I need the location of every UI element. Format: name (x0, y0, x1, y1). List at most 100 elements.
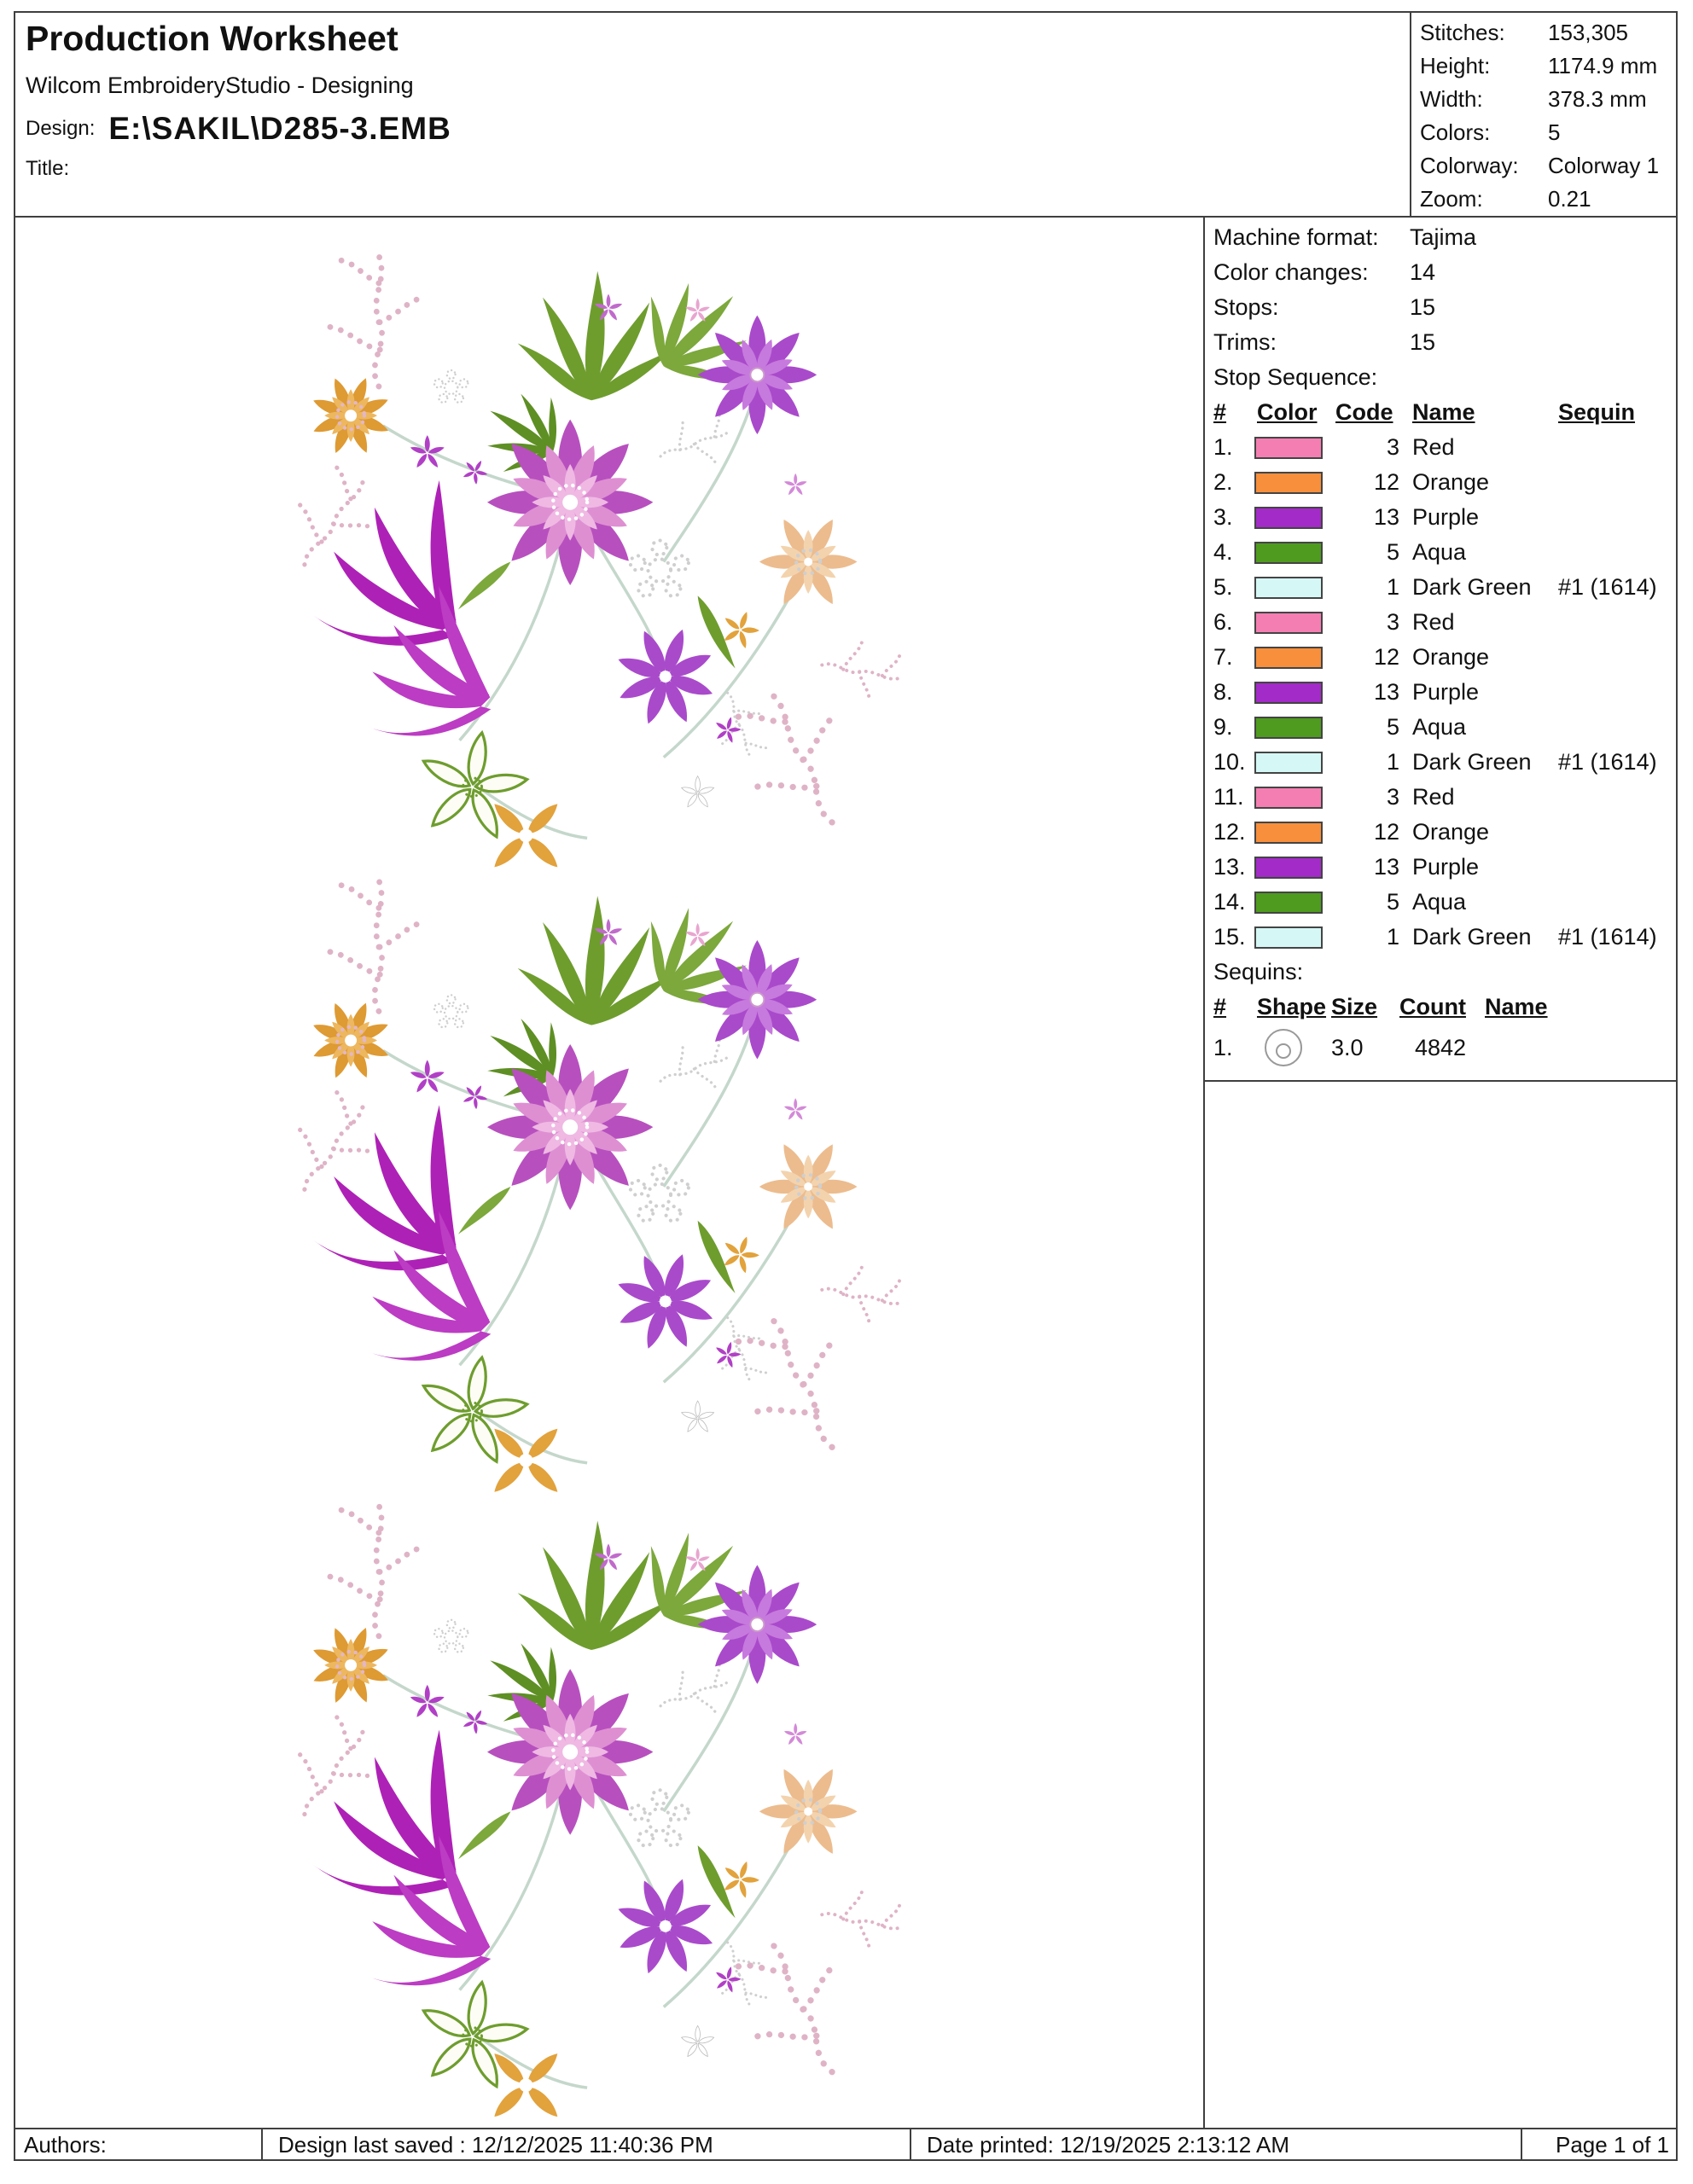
floral-motif-2 (272, 878, 904, 1524)
sequin-ref: #1 (1614) (1558, 924, 1657, 950)
machine-row: Stops: 15 (1213, 290, 1678, 325)
sequin-ref: #1 (1614) (1558, 749, 1657, 775)
thread-code: 5 (1386, 714, 1399, 740)
stop-number: 4. (1213, 539, 1233, 565)
color-swatch (1254, 717, 1323, 739)
color-swatch (1254, 612, 1323, 634)
stop-number: 15. (1213, 924, 1246, 950)
stop-number: 7. (1213, 644, 1233, 670)
stop-sequence-row: 8. 13 Purple (1213, 675, 1678, 710)
machine-label: Color changes: (1213, 259, 1369, 285)
stop-sequence-header: # Color Code Name Sequin (1213, 395, 1678, 430)
thread-name: Orange (1412, 469, 1490, 495)
thread-name: Dark Green (1412, 574, 1532, 600)
thread-name: Orange (1412, 819, 1490, 845)
color-swatch (1254, 926, 1323, 949)
machine-value: 14 (1410, 259, 1436, 285)
thread-code: 3 (1386, 784, 1399, 810)
thread-code: 3 (1386, 609, 1399, 635)
design-summary-box: Stitches: 153,305 Height: 1174.9 mm Width: 37… (1410, 11, 1678, 216)
page-border (14, 11, 1678, 2161)
date-printed-text: Date printed: 12/19/2025 2:13:12 AM (927, 2132, 1289, 2158)
header-divider (14, 216, 1678, 218)
thread-name: Red (1412, 784, 1455, 810)
thread-name: Purple (1412, 504, 1480, 530)
sequins-header: # Shape Size Count Name (1213, 990, 1678, 1025)
summary-value: 5 (1548, 119, 1561, 145)
color-swatch (1254, 752, 1323, 774)
design-path: E:\SAKIL\D285-3.EMB (108, 111, 451, 146)
stop-number: 1. (1213, 434, 1233, 460)
sequin-row: 1. 3.0 4842 (1213, 1025, 1678, 1071)
summary-value: 153,305 (1548, 20, 1628, 45)
stop-sequence-row: 7. 12 Orange (1213, 640, 1678, 675)
summary-value: Colorway 1 (1548, 153, 1660, 178)
stop-number: 13. (1213, 854, 1246, 880)
panel-divider (1203, 216, 1205, 2129)
thread-name: Red (1412, 434, 1455, 460)
color-swatch (1254, 647, 1323, 669)
thread-code: 1 (1386, 574, 1399, 600)
thread-name: Aqua (1412, 889, 1467, 915)
col-sequin: Sequin (1558, 399, 1636, 425)
color-swatch (1254, 892, 1323, 914)
stop-sequence-row: 2. 12 Orange (1213, 465, 1678, 500)
machine-info: Machine format: Tajima Color changes: 14 Sto… (1213, 220, 1678, 360)
authors-label: Authors: (24, 2132, 107, 2158)
stop-sequence-row: 3. 13 Purple (1213, 500, 1678, 535)
col-count: Count (1399, 994, 1466, 1019)
stop-number: 3. (1213, 504, 1233, 530)
stop-sequence-row: 14. 5 Aqua (1213, 885, 1678, 920)
footer: Authors: Design last saved : 12/12/2025 … (14, 2128, 1678, 2161)
stop-number: 10. (1213, 749, 1246, 775)
col-name: Name (1412, 399, 1475, 425)
floral-motif-3 (272, 1502, 904, 2126)
machine-label: Stops: (1213, 294, 1279, 320)
sequin-shape-icon (1265, 1029, 1302, 1066)
stop-sequence-row: 9. 5 Aqua (1213, 710, 1678, 745)
last-saved-text: Design last saved : 12/12/2025 11:40:36 … (278, 2132, 713, 2158)
floral-motif-1 (272, 253, 904, 898)
stop-sequence-table: 1. 3 Red 2. 12 Orange 3. 13 Purple 4. 5 Aqua 5. 1 Dark… (1213, 430, 1678, 955)
stop-number: 14. (1213, 889, 1246, 915)
page-number: Page 1 of 1 (1556, 2132, 1669, 2158)
summary-label: Colors: (1420, 119, 1491, 145)
thread-name: Orange (1412, 644, 1490, 670)
thread-code: 13 (1373, 854, 1399, 880)
sequin-size: 3.0 (1331, 1035, 1364, 1060)
stop-sequence-row: 5. 1 Dark Green #1 (1614) (1213, 570, 1678, 605)
stop-sequence-row: 15. 1 Dark Green #1 (1614) (1213, 920, 1678, 955)
stop-sequence-row: 13. 13 Purple (1213, 850, 1678, 885)
col-number: # (1213, 994, 1227, 1019)
details-panel: Machine format: Tajima Color changes: 14 Sto… (1213, 220, 1678, 1071)
thread-code: 1 (1386, 924, 1399, 950)
summary-label: Colorway: (1420, 153, 1519, 178)
machine-row: Trims: 15 (1213, 325, 1678, 360)
summary-value: 1174.9 mm (1548, 53, 1658, 78)
summary-label: Zoom: (1420, 186, 1483, 212)
machine-value: Tajima (1410, 224, 1477, 250)
footer-divider (910, 2129, 911, 2161)
stop-number: 9. (1213, 714, 1233, 740)
sequins-table: 1. 3.0 4842 (1213, 1025, 1678, 1071)
color-swatch (1254, 787, 1323, 809)
color-swatch (1254, 682, 1323, 704)
footer-divider (1521, 2129, 1522, 2161)
stop-sequence-row: 10. 1 Dark Green #1 (1614) (1213, 745, 1678, 780)
col-number: # (1213, 399, 1227, 425)
summary-row: Colorway: Colorway 1 (1420, 149, 1678, 183)
thread-code: 12 (1373, 644, 1399, 670)
embroidery-design-preview: .coral{fill:none;stroke:#DFB3C6;stroke-w… (15, 218, 1201, 2126)
color-swatch (1254, 822, 1323, 844)
footer-divider (261, 2129, 263, 2161)
summary-label: Width: (1420, 86, 1483, 112)
stop-sequence-title: Stop Sequence: (1213, 364, 1378, 390)
thread-name: Aqua (1412, 539, 1467, 565)
summary-row: Width: 378.3 mm (1420, 83, 1678, 116)
design-label: Design: (26, 117, 96, 140)
thread-code: 12 (1373, 819, 1399, 845)
thread-code: 5 (1386, 539, 1399, 565)
design-line: Design: E:\SAKIL\D285-3.EMB (26, 111, 451, 147)
col-shape: Shape (1257, 994, 1327, 1019)
sequin-number: 1. (1213, 1035, 1233, 1060)
